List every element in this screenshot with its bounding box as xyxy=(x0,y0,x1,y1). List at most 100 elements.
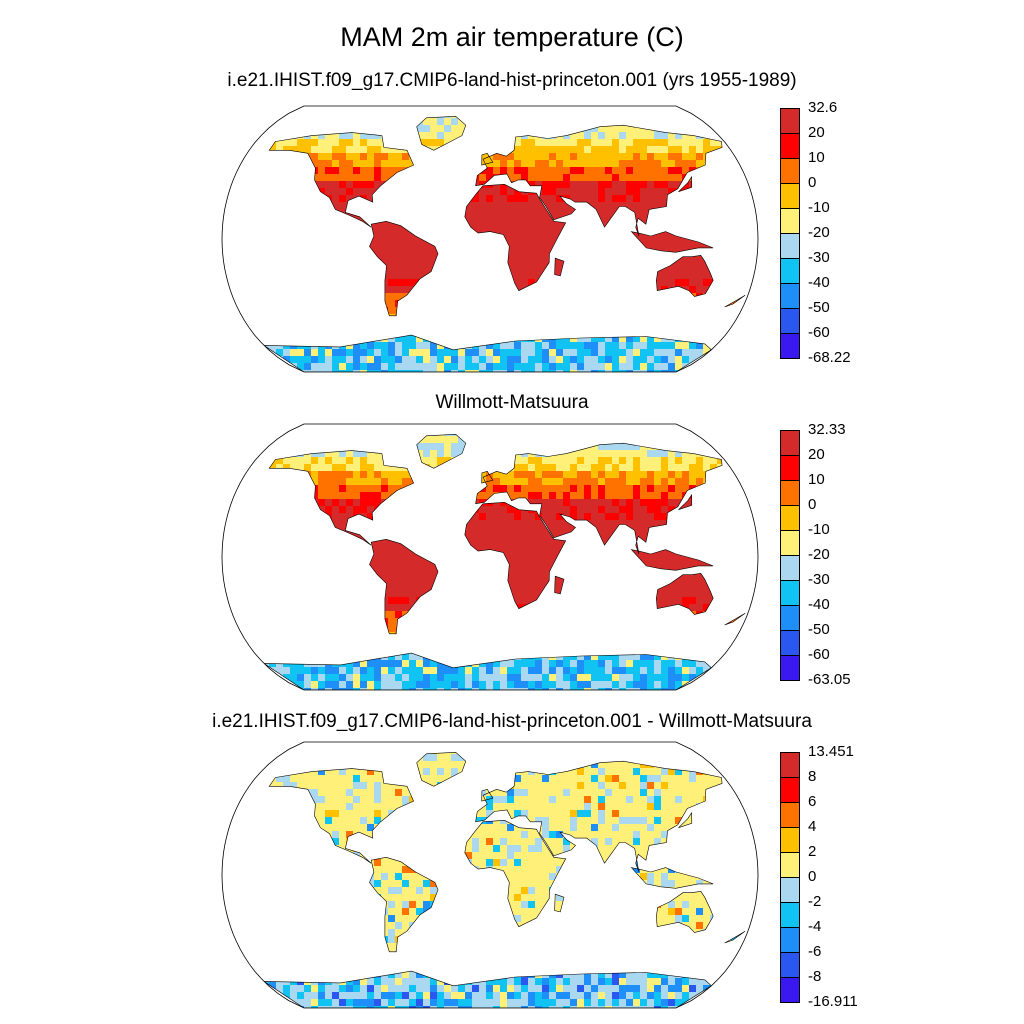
coastline xyxy=(369,220,439,317)
coastline xyxy=(262,334,712,372)
coastline xyxy=(630,549,714,571)
colorbar-swatch xyxy=(780,333,800,359)
coastline xyxy=(464,819,567,928)
coastline xyxy=(268,768,414,864)
colorbar-label: -50 xyxy=(808,621,830,638)
coastline xyxy=(475,124,723,237)
colorbar-label: -20 xyxy=(808,546,830,563)
colorbar-swatch xyxy=(780,605,800,631)
colorbar-label: -16.911 xyxy=(808,993,858,1010)
coastline xyxy=(262,970,712,1008)
colorbar-label: 13.451 xyxy=(808,743,854,760)
coastline xyxy=(416,115,467,151)
coastline xyxy=(481,152,494,166)
colorbar-swatch xyxy=(780,977,800,1003)
colorbar-swatch xyxy=(780,233,800,259)
colorbar-swatch xyxy=(780,827,800,853)
coastline xyxy=(554,575,565,595)
colorbar-swatch xyxy=(780,530,800,556)
colorbar-label: 10 xyxy=(808,149,825,166)
colorbar-label: 32.6 xyxy=(808,99,838,116)
coastline xyxy=(481,470,494,484)
colorbar-swatch xyxy=(780,555,800,581)
map-svg xyxy=(221,423,759,691)
colorbar-label: 20 xyxy=(808,124,825,141)
colorbar-label: 20 xyxy=(808,446,825,463)
coastline xyxy=(262,652,712,690)
colorbar-swatch xyxy=(780,655,800,681)
colorbar-swatch xyxy=(780,208,800,234)
colorbar-label: -40 xyxy=(808,596,830,613)
coastline xyxy=(369,856,439,953)
map-svg xyxy=(221,105,759,373)
coastline xyxy=(724,294,746,308)
coastline xyxy=(630,231,714,253)
colorbar-swatch xyxy=(780,480,800,506)
coastline xyxy=(481,788,494,802)
panel-3-title: i.e21.IHIST.f09_g17.CMIP6-land-hist-prin… xyxy=(212,711,812,732)
panel-1-map xyxy=(220,104,760,374)
colorbar-swatch xyxy=(780,630,800,656)
colorbar-label: -20 xyxy=(808,224,830,241)
colorbar-label: 0 xyxy=(808,174,817,191)
colorbar-swatch xyxy=(780,108,800,134)
coastline xyxy=(678,493,693,510)
panel-3-map xyxy=(220,740,760,1010)
coastline xyxy=(475,760,723,873)
coastline xyxy=(369,538,439,635)
colorbar-label: -50 xyxy=(808,299,830,316)
coastline xyxy=(655,254,714,297)
map-border xyxy=(221,105,759,373)
coastline xyxy=(554,257,565,277)
colorbar-label: -68.22 xyxy=(808,349,851,366)
colorbar-label: 32.33 xyxy=(808,421,846,438)
colorbar-label: 8 xyxy=(808,768,817,785)
colorbar-swatch xyxy=(780,258,800,284)
land-cells xyxy=(263,752,746,1008)
coastline xyxy=(268,450,414,546)
colorbar-swatch xyxy=(780,777,800,803)
coastline xyxy=(475,442,723,555)
colorbar-label: -10 xyxy=(808,521,830,538)
colorbar-label: -6 xyxy=(808,943,822,960)
colorbar-swatch xyxy=(780,455,800,481)
colorbar-label: -8 xyxy=(808,968,822,985)
colorbar-swatch xyxy=(780,952,800,978)
colorbar-label: -63.05 xyxy=(808,671,851,688)
map-border xyxy=(221,423,759,691)
colorbar-swatch xyxy=(780,877,800,903)
colorbar-label: 6 xyxy=(808,793,817,810)
colorbar-swatch xyxy=(780,158,800,184)
coastline xyxy=(678,175,693,192)
colorbar-label: 0 xyxy=(808,496,817,513)
colorbar-label: -30 xyxy=(808,571,830,588)
colorbar-swatch xyxy=(780,505,800,531)
panel-2-map xyxy=(220,422,760,692)
colorbar-label: -60 xyxy=(808,646,830,663)
coastline xyxy=(416,433,467,469)
coastline xyxy=(655,572,714,615)
colorbar-swatch xyxy=(780,902,800,928)
coastline xyxy=(416,751,467,787)
colorbar-swatch xyxy=(780,308,800,334)
coastline xyxy=(630,867,714,889)
colorbar-swatch xyxy=(780,283,800,309)
coastline xyxy=(724,612,746,626)
panel-1-title: i.e21.IHIST.f09_g17.CMIP6-land-hist-prin… xyxy=(227,70,797,91)
coastline xyxy=(268,132,414,228)
colorbar-label: -60 xyxy=(808,324,830,341)
colorbar-swatch xyxy=(780,580,800,606)
figure-title: MAM 2m air temperature (C) xyxy=(340,22,684,52)
coastline xyxy=(724,930,746,944)
colorbar-label: -30 xyxy=(808,249,830,266)
land-cells xyxy=(263,434,746,690)
colorbar-label: 10 xyxy=(808,471,825,488)
coastline xyxy=(464,183,567,292)
colorbar-label: -2 xyxy=(808,893,822,910)
colorbar-swatch xyxy=(780,852,800,878)
map-border xyxy=(221,741,759,1009)
colorbar-swatch xyxy=(780,430,800,456)
colorbar-label: -4 xyxy=(808,918,822,935)
colorbar-label: -10 xyxy=(808,199,830,216)
colorbar-swatch xyxy=(780,752,800,778)
